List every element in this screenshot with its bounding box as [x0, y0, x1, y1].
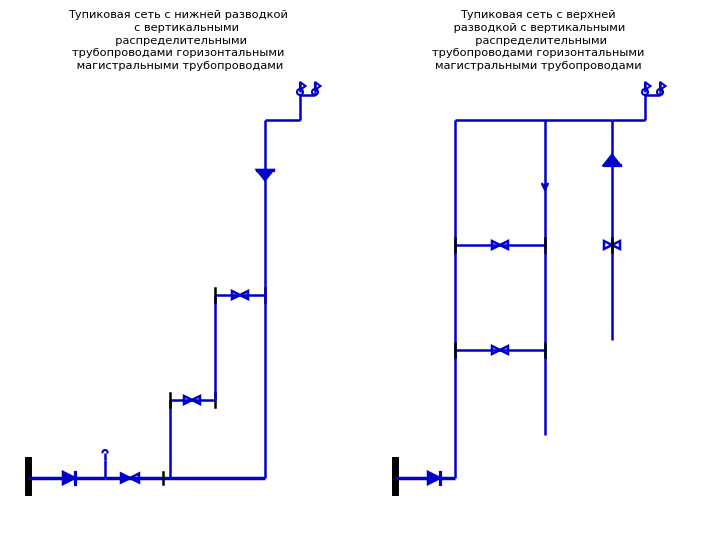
Polygon shape [604, 155, 620, 165]
Text: Тупиковая сеть с верхней
 разводкой с вертикальными
  распределительными
трубопр: Тупиковая сеть с верхней разводкой с вер… [432, 10, 644, 71]
Text: Тупиковая сеть с нижней разводкой
     с вертикальными
  распределительными
труб: Тупиковая сеть с нижней разводкой с верт… [68, 10, 288, 71]
Polygon shape [63, 472, 75, 484]
Polygon shape [121, 474, 130, 483]
Polygon shape [257, 170, 273, 180]
Polygon shape [428, 472, 440, 484]
